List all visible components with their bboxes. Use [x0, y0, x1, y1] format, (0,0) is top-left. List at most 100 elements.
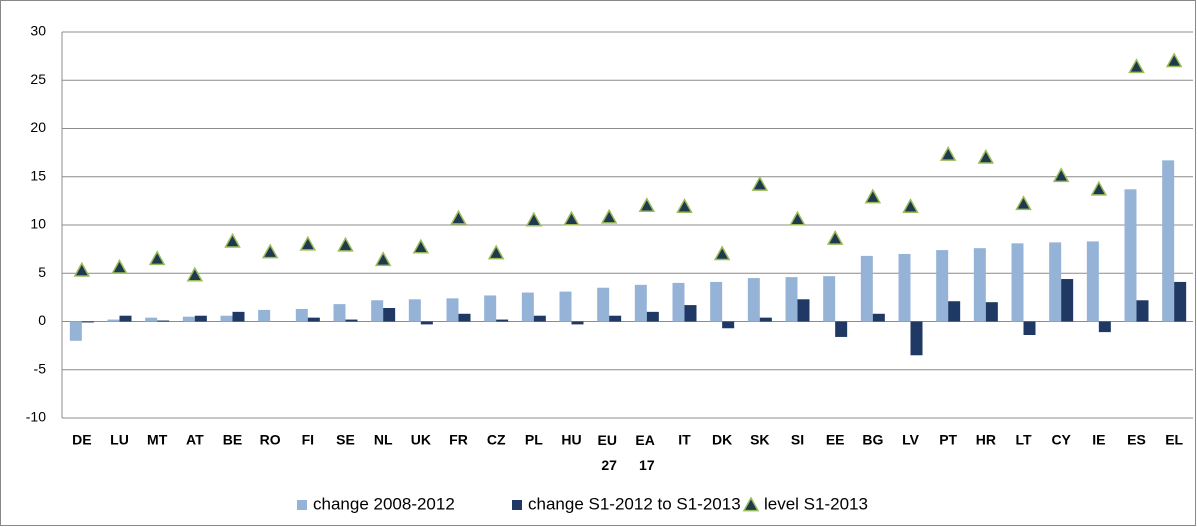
bar [69, 321, 82, 341]
bar [521, 292, 534, 322]
marker [563, 210, 580, 226]
x-tick-label: DK [712, 432, 732, 448]
marker [1128, 58, 1145, 74]
marker [939, 146, 957, 161]
x-tick-label: HU [561, 432, 581, 448]
marker [1165, 52, 1183, 68]
x-tick-label: EA 17 [635, 432, 658, 473]
marker [1052, 167, 1070, 183]
bar [345, 319, 358, 322]
x-tick-label: IT [678, 432, 691, 448]
x-tick-label: BE [223, 432, 242, 448]
bar [333, 304, 346, 322]
bar [609, 315, 622, 322]
x-tick-label: HR [976, 432, 996, 448]
y-tick-label: 15 [30, 167, 46, 183]
x-tick-label: BG [862, 432, 883, 448]
y-tick-label: 25 [30, 71, 46, 87]
bar [1174, 281, 1187, 322]
bar [258, 309, 271, 322]
bar [785, 277, 798, 322]
x-tick-label: SE [336, 432, 355, 448]
bar [1136, 300, 1149, 322]
x-tick-label: EU 27 [597, 432, 620, 473]
marker [224, 232, 241, 248]
marker [111, 258, 128, 274]
bar [220, 315, 233, 322]
marker [1015, 195, 1032, 211]
x-tick-label: DE [72, 432, 91, 448]
bar [371, 300, 384, 322]
bar [973, 248, 986, 322]
y-tick-label: 30 [30, 23, 46, 39]
x-tick-label: ES [1127, 432, 1146, 448]
marker [148, 250, 166, 266]
marker [902, 198, 919, 214]
x-tick-label: PT [939, 432, 957, 448]
bar [1011, 243, 1024, 322]
bar [797, 299, 810, 322]
x-tick-label: NL [374, 432, 393, 448]
bar [985, 302, 998, 322]
x-tick-label: AT [186, 432, 204, 448]
x-tick-label: EL [1165, 432, 1183, 448]
x-tick-label: LV [902, 432, 920, 448]
bar [710, 281, 723, 322]
bar [157, 320, 170, 322]
bar [910, 321, 923, 356]
marker [826, 229, 844, 245]
marker [789, 210, 806, 226]
marker [487, 244, 505, 260]
bar [672, 282, 685, 322]
marker [337, 236, 354, 252]
bar [145, 317, 158, 322]
bar [232, 311, 245, 322]
x-tick-label: CZ [487, 432, 506, 448]
y-tick-label: -5 [34, 360, 47, 376]
x-tick-label: UK [411, 432, 431, 448]
bar [81, 321, 94, 323]
bar [646, 311, 659, 322]
marker [751, 175, 769, 191]
marker [450, 209, 467, 225]
legend-label: level S1-2013 [764, 494, 868, 513]
bar [408, 299, 421, 322]
bar [936, 250, 949, 322]
marker [864, 188, 882, 204]
legend-swatch [297, 500, 307, 510]
marker [73, 261, 91, 277]
bar [1049, 242, 1062, 322]
x-tick-label: PL [525, 432, 543, 448]
bar [634, 284, 647, 322]
bar [559, 291, 572, 322]
marker [412, 238, 430, 254]
legend-swatch [742, 496, 760, 512]
x-tick-label: IE [1092, 432, 1105, 448]
marker [713, 245, 731, 261]
legend-label: change S1-2012 to S1-2013 [528, 494, 741, 513]
bar [484, 295, 497, 322]
x-tick-label: FR [449, 432, 468, 448]
bar [295, 308, 308, 322]
x-tick-label: SI [791, 432, 804, 448]
bar [420, 321, 433, 325]
y-tick-label: 5 [38, 264, 46, 280]
x-tick-label: EE [826, 432, 845, 448]
bar [194, 315, 207, 322]
marker [977, 148, 995, 164]
bar [1162, 160, 1175, 322]
legend-label: change 2008-2012 [313, 494, 455, 513]
bar [1023, 321, 1036, 336]
x-tick-label: LT [1015, 432, 1032, 448]
marker [261, 243, 279, 259]
bar [823, 276, 836, 322]
bar [496, 319, 509, 322]
bar [1086, 241, 1099, 322]
bar [446, 298, 459, 322]
y-tick-label: 20 [30, 119, 46, 135]
marker [600, 208, 618, 224]
bar [182, 316, 195, 322]
x-tick-label: LU [110, 432, 129, 448]
